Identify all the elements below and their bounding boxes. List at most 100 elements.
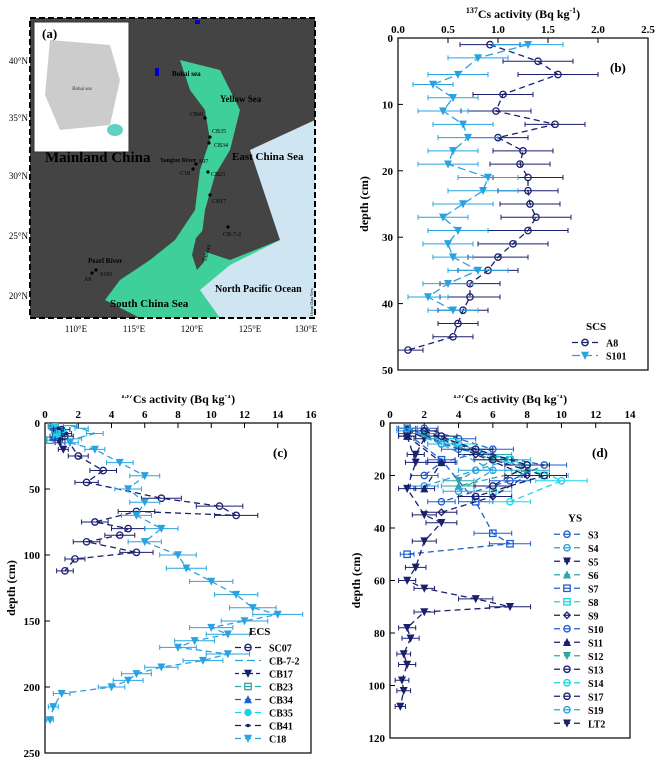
y-tick-label: 40	[382, 299, 394, 311]
data-point	[82, 537, 91, 546]
legend-marker	[562, 637, 572, 646]
region-taiwan: Taiwan	[202, 244, 212, 263]
data-point	[64, 431, 69, 436]
legend-entry: S101	[606, 352, 627, 363]
series-line	[406, 430, 513, 487]
data-point	[489, 466, 497, 475]
data-point	[523, 461, 531, 469]
series-s101	[407, 40, 564, 315]
data-point	[273, 610, 282, 619]
data-point	[403, 660, 412, 669]
legend-marker	[562, 719, 572, 728]
taiwan-island	[192, 230, 207, 270]
x-tick-label: 2	[422, 409, 428, 421]
series-line	[61, 429, 237, 572]
x-tick-label: 12	[590, 409, 602, 421]
data-point	[411, 450, 420, 459]
data-point	[140, 498, 149, 507]
x-tick-label: 4	[109, 409, 115, 421]
y-tick-label: 0	[380, 418, 386, 430]
legend: ECS SC07 CB-7-2 CB17 CB23 CB34 CB35 CB41 C18	[235, 626, 300, 746]
x-tick-label: 4	[456, 409, 462, 421]
legend-entry: LT2	[588, 719, 605, 730]
region-bohai-sea: Bohai sea	[172, 70, 201, 78]
legend-entry: CB34	[269, 696, 293, 707]
legend-entry: CB41	[269, 722, 293, 733]
data-point	[248, 604, 257, 613]
plot-area	[398, 40, 599, 354]
data-point	[428, 80, 438, 89]
y-axis-title: depth (cm)	[4, 560, 18, 616]
data-point	[232, 511, 241, 520]
region-pearl-river: Pearl River	[88, 257, 122, 265]
station-cb34-dot	[207, 141, 211, 145]
data-point	[505, 603, 515, 612]
y-tick-label: 100	[24, 550, 41, 562]
data-point	[489, 529, 497, 538]
data-point	[437, 508, 446, 517]
legend-entry: CB23	[269, 683, 293, 694]
legend-marker	[244, 682, 252, 691]
series-cb41	[52, 425, 73, 442]
series-line	[57, 427, 68, 440]
y-tick-label: 250	[24, 748, 41, 760]
data-point	[420, 584, 429, 593]
legend-marker	[580, 351, 590, 360]
data-point	[532, 213, 540, 222]
legend-title: YS	[568, 513, 582, 525]
x-tick-label: 6	[142, 409, 148, 421]
legend-entry: S6	[588, 571, 599, 582]
legend-entry: S14	[588, 679, 604, 690]
y-tick-label: 80	[374, 628, 386, 640]
data-point	[524, 226, 532, 235]
map-credit: Ocean Data View	[309, 288, 314, 316]
legend-entry: S9	[588, 611, 599, 622]
data-point	[157, 663, 166, 672]
legend-entry: S19	[588, 706, 604, 717]
bohai-sample-marks	[155, 68, 159, 76]
data-point	[499, 90, 507, 99]
legend-entry: S8	[588, 598, 599, 609]
legend-marker	[563, 597, 571, 606]
data-point	[132, 548, 141, 557]
data-point	[91, 518, 99, 526]
data-point	[420, 427, 429, 435]
data-point	[397, 676, 407, 685]
series-line	[69, 425, 97, 440]
y-tick-label: 20	[382, 166, 394, 178]
data-point	[82, 478, 91, 487]
data-point	[215, 502, 224, 511]
legend-title: SCS	[586, 321, 606, 333]
lon-label-125: 125°E	[239, 324, 262, 334]
panel-b-chart: 137Cs activity (Bq kg-1) 0.0 0.5 1.0 1.5 2.0 2…	[357, 6, 655, 377]
data-point	[524, 173, 532, 182]
data-point	[489, 455, 497, 464]
series-lt2	[394, 432, 532, 711]
data-point	[454, 481, 463, 490]
station-cb23-dot	[206, 170, 210, 174]
data-point	[207, 577, 216, 586]
y-tick-label: 50	[382, 365, 394, 377]
data-point	[71, 555, 79, 563]
data-point	[443, 240, 453, 249]
legend-marker	[563, 692, 571, 701]
data-point	[157, 524, 166, 533]
x-tick-label: 2.5	[641, 24, 655, 36]
region-east-china-sea: East China Sea	[232, 151, 304, 163]
data-point	[232, 590, 241, 599]
x-tick-label: 1.0	[491, 24, 505, 36]
data-point	[516, 160, 524, 169]
panel-label: (c)	[273, 445, 287, 460]
plot-area	[45, 423, 304, 725]
data-point	[443, 160, 453, 169]
data-point	[473, 54, 483, 63]
panel-label: (d)	[592, 445, 608, 460]
data-point	[437, 440, 446, 448]
data-point	[396, 702, 405, 711]
data-point	[453, 226, 463, 235]
plot-frame	[397, 37, 649, 371]
data-point	[524, 186, 532, 195]
legend-marker	[244, 708, 252, 717]
station-label-cb17: CB17	[212, 199, 226, 205]
